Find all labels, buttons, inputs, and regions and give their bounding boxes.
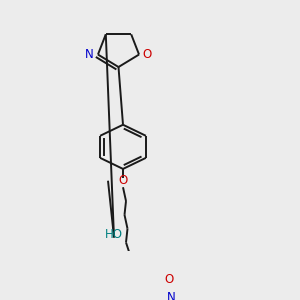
- Text: HO: HO: [105, 228, 123, 241]
- Text: O: O: [118, 175, 127, 188]
- Text: O: O: [143, 48, 152, 61]
- Text: O: O: [164, 273, 173, 286]
- Text: N: N: [167, 291, 176, 300]
- Text: N: N: [85, 48, 94, 61]
